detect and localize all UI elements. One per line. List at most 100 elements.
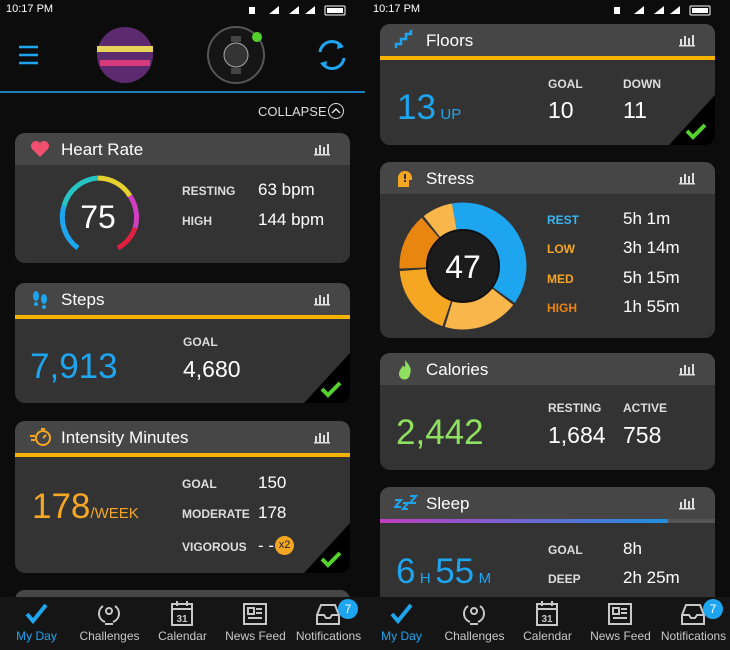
chart-icon[interactable] <box>679 171 695 185</box>
heart-rate-card[interactable]: Heart Rate 75 RESTING 63 bpm HIGH 144 bp… <box>15 133 350 263</box>
graphic <box>314 432 330 444</box>
nav-item[interactable]: Notifications 7 <box>292 597 365 650</box>
stat-label: ACTIVE <box>623 401 668 415</box>
stat-value: 3h 14m <box>623 238 680 257</box>
calories-total: 2,442 <box>396 413 484 452</box>
chart-icon[interactable] <box>679 33 695 47</box>
graphic <box>98 605 120 625</box>
chart-icon[interactable] <box>679 362 695 376</box>
nav-item[interactable]: My Day <box>0 597 73 650</box>
graphic <box>319 433 321 442</box>
graphic <box>684 174 686 183</box>
stat-label: MODERATE <box>182 507 250 521</box>
intensity-card[interactable]: Intensity Minutes 178/WEEK GOAL 150 MODE… <box>15 421 350 573</box>
stress-icon <box>398 171 412 187</box>
graphic <box>327 294 329 304</box>
graphic <box>685 123 707 140</box>
screen-right: 10:17 PM Floors 13 UP GOAL 10 DOWN 11 St… <box>365 0 730 650</box>
graphic <box>692 35 694 45</box>
nav-icon <box>98 605 120 625</box>
graphic <box>314 144 330 156</box>
card-header: Floors <box>380 24 715 56</box>
nav-item[interactable]: Notifications 7 <box>657 597 730 650</box>
graphic <box>314 294 330 306</box>
stat-value: 2h 25m <box>623 568 680 587</box>
nav-label: My Day <box>381 629 422 643</box>
chart-icon[interactable] <box>314 292 330 306</box>
graphic <box>608 603 632 625</box>
graphic <box>536 601 558 626</box>
card-header: Stress <box>380 162 715 194</box>
graphic <box>127 194 140 229</box>
up-unit: UP <box>440 106 462 123</box>
graphic <box>314 442 330 444</box>
stat-value: 63 bpm <box>258 180 315 199</box>
graphic <box>116 227 138 251</box>
graphic <box>680 502 682 508</box>
status-icons <box>249 5 346 16</box>
graphic <box>692 364 694 374</box>
stat-value: 1,684 <box>548 422 606 448</box>
nav-label: Notifications <box>660 629 727 643</box>
graphic <box>59 175 140 251</box>
graphic <box>30 428 51 446</box>
stat-value: 1h 55m <box>623 297 680 316</box>
stress-level: 47 <box>445 249 481 285</box>
graphic <box>679 364 695 376</box>
graphic <box>252 32 262 42</box>
card-title: Calories <box>426 360 489 379</box>
card-header: Steps <box>15 283 350 315</box>
progress-bar <box>380 519 668 523</box>
chart-icon[interactable] <box>314 142 330 156</box>
graphic <box>100 60 150 66</box>
calories-card[interactable]: Calories 2,442 RESTING 1,684 ACTIVE 758 <box>380 353 715 470</box>
card-header: Calories <box>380 353 715 385</box>
graphic <box>669 95 715 145</box>
graphic <box>654 6 664 14</box>
graphic <box>634 6 644 14</box>
graphic <box>680 368 682 374</box>
graphic <box>317 614 339 619</box>
graphic <box>231 68 241 74</box>
graphic <box>171 601 193 626</box>
graphic <box>59 205 80 251</box>
stress-card[interactable]: Stress 47 REST 5h 1m LOW 3h 14m MED 5h 1… <box>380 162 715 338</box>
graphic <box>34 302 38 306</box>
nav-item[interactable]: 31 Calendar <box>146 597 219 650</box>
nav-item[interactable]: Challenges <box>438 597 511 650</box>
nav-label: News Feed <box>590 629 651 643</box>
nav-item[interactable]: My Day <box>365 597 438 650</box>
status-time: 10:17 PM <box>6 3 54 15</box>
nav-label: Notifications <box>295 629 362 643</box>
graphic <box>19 45 38 65</box>
collapse-icon[interactable] <box>327 102 345 120</box>
collapse-button[interactable]: COLLAPSE <box>258 104 327 119</box>
graphic <box>315 436 317 442</box>
stat-value: 150 <box>258 473 287 492</box>
nav-item[interactable]: News Feed <box>219 597 292 650</box>
nav-item[interactable]: 31 Calendar <box>511 597 584 650</box>
chart-icon[interactable] <box>679 496 695 510</box>
graphic <box>243 603 267 625</box>
steps-count: 7,913 <box>30 347 118 386</box>
app-header <box>0 26 365 93</box>
stat-label: LOW <box>547 242 575 256</box>
graphic <box>612 607 620 615</box>
nav-item[interactable]: Challenges <box>73 597 146 650</box>
graphic <box>614 7 620 14</box>
chart-icon[interactable] <box>314 430 330 444</box>
calendar-day: 31 <box>541 614 553 625</box>
sleep-icon <box>394 495 418 510</box>
intensity-total: 178/WEEK <box>32 487 139 527</box>
goal-check <box>304 353 350 403</box>
stat-label: GOAL <box>182 477 217 491</box>
screen-left: 10:17 PM COLLAPSE Heart Rate 75 RESTING <box>0 0 365 650</box>
steps-card[interactable]: Steps 7,913 GOAL 4,680 <box>15 283 350 403</box>
stat-value: - - <box>258 536 275 555</box>
graphic <box>327 432 329 442</box>
graphic <box>315 148 317 154</box>
sleep-card[interactable]: Sleep 6 H 55 M GOAL 8h DEEP 2h 25m <box>380 487 715 617</box>
nav-item[interactable]: News Feed <box>584 597 657 650</box>
floors-card[interactable]: Floors 13 UP GOAL 10 DOWN 11 <box>380 24 715 145</box>
graphic <box>328 103 344 119</box>
